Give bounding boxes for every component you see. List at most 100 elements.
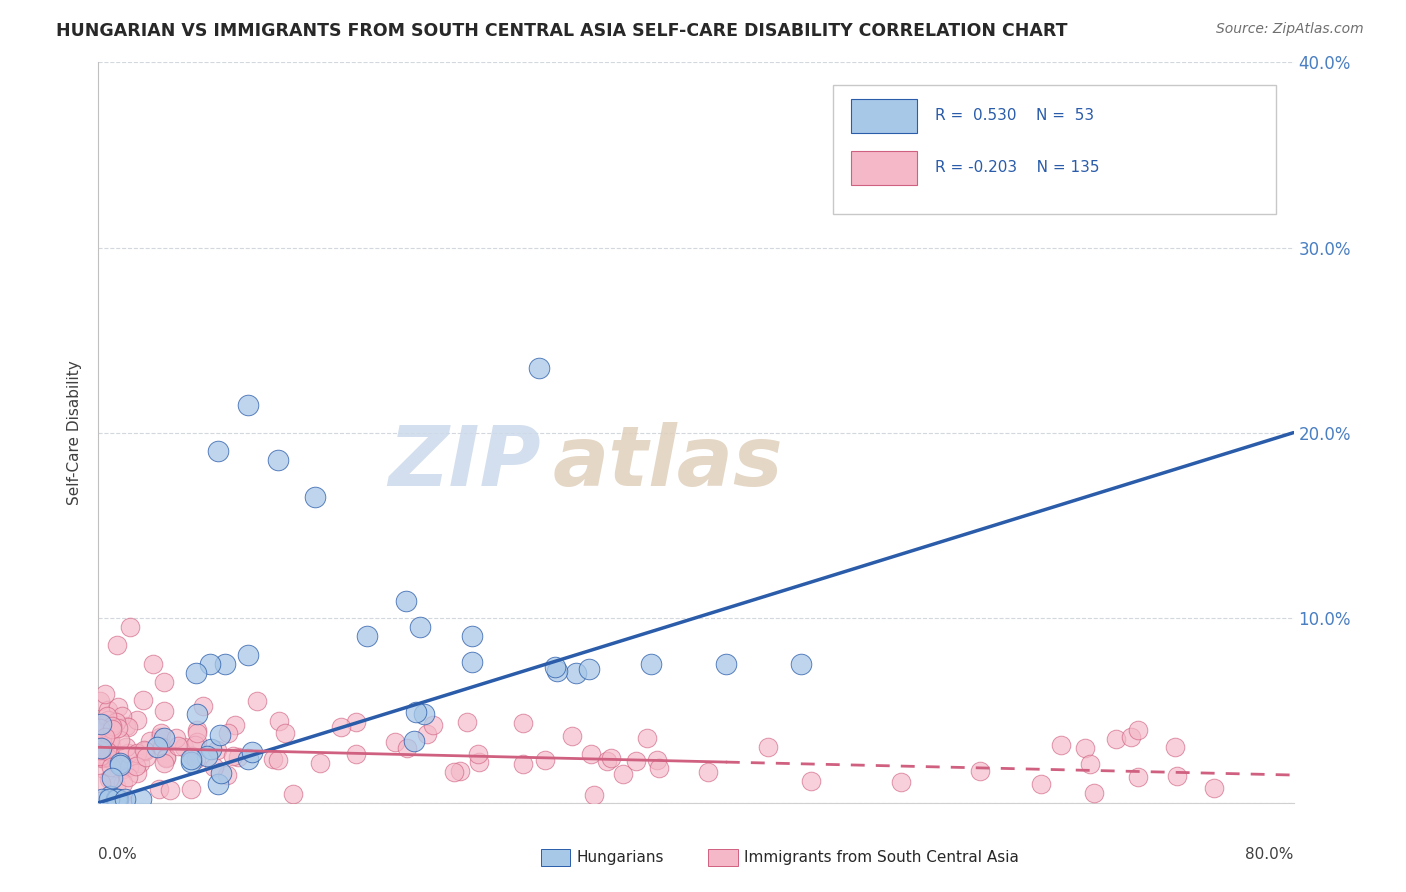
Point <box>344 715 367 730</box>
Point <box>100 771 122 785</box>
Point <box>138 733 160 747</box>
Point <box>304 491 326 505</box>
Point <box>89 738 111 752</box>
Point <box>612 766 634 780</box>
Point <box>117 760 139 774</box>
Point <box>214 657 236 671</box>
Point <box>267 753 290 767</box>
Point <box>165 731 187 746</box>
Point <box>344 747 367 761</box>
Point <box>173 740 195 755</box>
Point <box>117 771 139 785</box>
Point <box>152 675 174 690</box>
Point <box>93 748 115 763</box>
Point <box>98 732 121 747</box>
Point <box>416 726 439 740</box>
Point <box>205 743 228 757</box>
Point <box>101 719 124 733</box>
Point <box>98 772 121 786</box>
Point <box>405 706 427 720</box>
Point <box>107 792 129 806</box>
Point <box>1204 780 1226 795</box>
Point <box>246 694 269 708</box>
Point <box>1121 730 1143 744</box>
Point <box>107 721 129 735</box>
Point <box>224 718 246 732</box>
Point <box>131 693 153 707</box>
Point <box>696 765 718 780</box>
Point <box>1083 786 1105 800</box>
Text: ZIP: ZIP <box>388 422 541 503</box>
Point <box>180 752 202 766</box>
Point <box>181 749 204 764</box>
Point <box>112 759 135 773</box>
Point <box>460 655 482 669</box>
Point <box>96 740 118 755</box>
Point <box>100 753 122 767</box>
Point <box>108 758 131 772</box>
Point <box>208 728 231 742</box>
Text: Source: ZipAtlas.com: Source: ZipAtlas.com <box>1216 22 1364 37</box>
Point <box>97 714 120 728</box>
Text: R = -0.203    N = 135: R = -0.203 N = 135 <box>935 160 1099 175</box>
Point <box>153 756 176 770</box>
Point <box>422 718 444 732</box>
Point <box>544 659 567 673</box>
Point <box>186 735 208 749</box>
Point <box>236 398 259 412</box>
Text: 80.0%: 80.0% <box>1246 847 1294 863</box>
FancyBboxPatch shape <box>852 152 917 185</box>
Point <box>281 787 304 801</box>
Point <box>800 774 823 789</box>
Point <box>94 687 117 701</box>
Point <box>595 755 617 769</box>
Point <box>413 706 436 721</box>
Point <box>129 756 152 771</box>
Point <box>356 629 378 643</box>
Point <box>222 749 245 764</box>
Point <box>200 742 222 756</box>
Point <box>890 774 912 789</box>
Point <box>1029 777 1052 791</box>
Point <box>100 759 122 773</box>
Point <box>1049 738 1071 752</box>
Point <box>96 709 118 723</box>
Point <box>269 714 291 728</box>
Point <box>142 657 165 671</box>
Text: R =  0.530    N =  53: R = 0.530 N = 53 <box>935 108 1094 123</box>
Point <box>104 792 127 806</box>
Point <box>153 731 176 745</box>
Point <box>191 699 214 714</box>
Point <box>101 723 124 737</box>
FancyBboxPatch shape <box>541 849 571 866</box>
Point <box>714 657 737 671</box>
Point <box>443 765 465 780</box>
Point <box>228 749 250 764</box>
Point <box>645 753 668 767</box>
Point <box>527 360 550 375</box>
Point <box>91 723 114 738</box>
Point <box>89 794 111 808</box>
Point <box>111 709 134 723</box>
Point <box>202 759 225 773</box>
Point <box>89 748 111 763</box>
Point <box>129 792 152 806</box>
Point <box>125 713 148 727</box>
Point <box>512 716 534 731</box>
Point <box>111 776 134 790</box>
Point <box>114 792 136 806</box>
Point <box>90 776 112 790</box>
Point <box>98 792 121 806</box>
Point <box>89 694 111 708</box>
Point <box>404 734 426 748</box>
Point <box>624 754 647 768</box>
Point <box>207 777 229 791</box>
Point <box>408 620 430 634</box>
Point <box>91 750 114 764</box>
Point <box>149 730 172 744</box>
Point <box>91 761 114 775</box>
Point <box>582 789 605 803</box>
Point <box>756 739 779 754</box>
Point <box>94 716 117 731</box>
Point <box>565 666 588 681</box>
